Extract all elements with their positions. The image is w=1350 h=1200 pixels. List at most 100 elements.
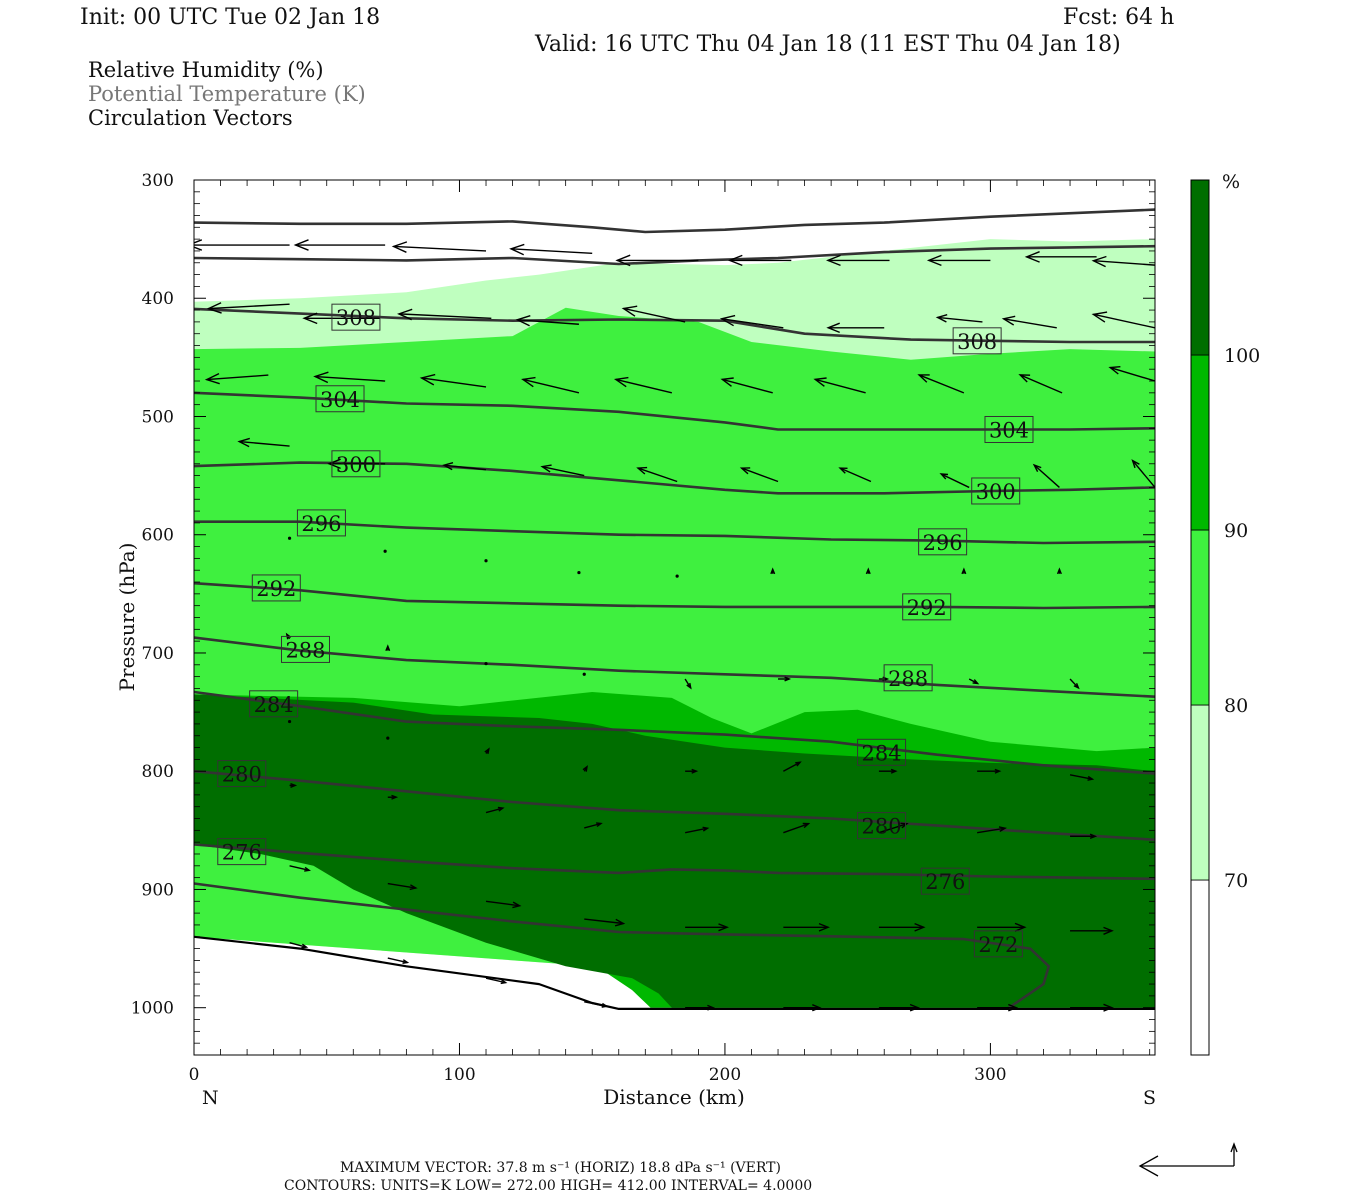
vector-arrowhead <box>402 959 410 964</box>
rh-fills <box>194 239 1155 1055</box>
vector-arrowhead <box>686 682 692 690</box>
vector-arrow <box>387 957 408 964</box>
contour-label-288: 288 <box>883 664 933 692</box>
y-axis-ticks: 300 400 500 600 700 800 900 1000 <box>131 171 1155 1019</box>
vector-arrow <box>577 570 581 575</box>
contour-label-text: 276 <box>925 870 965 894</box>
vector-arrow <box>940 473 970 489</box>
vector-arrowhead <box>802 822 811 829</box>
x-axis-label: Distance (km) <box>603 1085 745 1109</box>
vector-arrow <box>722 378 773 394</box>
vector-arrow <box>1069 774 1093 780</box>
contour-label-box <box>331 303 381 331</box>
vector-arrow <box>615 378 673 394</box>
vector-arrowhead <box>795 761 802 767</box>
contour-label-text: 288 <box>888 667 928 691</box>
contour-label-296: 296 <box>918 528 968 556</box>
vector-arrow <box>484 559 488 563</box>
vector-arrowhead <box>497 806 505 812</box>
y-tick-label: 1000 <box>131 999 174 1019</box>
vector-arrowhead <box>614 918 626 927</box>
contour-label-276: 276 <box>920 867 970 895</box>
vector-arrowhead <box>739 467 751 475</box>
theta-title: Potential Temperature (K) <box>88 82 366 106</box>
contour-label-300: 300 <box>331 450 381 478</box>
vector-arrowhead <box>1103 926 1114 935</box>
vector-arrowhead <box>826 254 841 267</box>
colorbar-swatch <box>1190 879 1210 1056</box>
vector-arrowhead <box>515 315 531 327</box>
vector-arrowhead <box>540 464 552 473</box>
vector-arrowhead <box>484 747 490 755</box>
contour-label-box <box>984 415 1034 443</box>
contour-label-284: 284 <box>249 690 299 718</box>
contour-label-box <box>920 867 970 895</box>
vector-arrowhead <box>601 1002 609 1008</box>
vector-arrowhead <box>935 314 948 323</box>
vector-arrowhead <box>613 376 629 388</box>
contour-label-box <box>217 760 267 788</box>
vector-arrowhead <box>718 923 730 932</box>
y-tick-label: 400 <box>142 289 174 309</box>
init-time-text: Init: 00 UTC Tue 02 Jan 18 <box>80 5 380 30</box>
colorbar-label: 70 <box>1224 870 1248 892</box>
vector-arrow <box>684 827 708 834</box>
vector-arrow <box>421 377 487 388</box>
x-tick-label: 200 <box>709 1065 741 1085</box>
vector-arrow <box>783 761 801 772</box>
colorbar-label: 80 <box>1224 695 1248 717</box>
vector-arrow <box>289 865 310 871</box>
contour-label-text: 296 <box>923 531 963 555</box>
terrain-mask <box>194 936 1155 1055</box>
isentrope-304 <box>194 391 1155 431</box>
contour-label-text: 304 <box>989 418 1029 442</box>
vector-arrowhead <box>1001 315 1016 326</box>
vector-arrow <box>839 467 872 483</box>
contour-label-296: 296 <box>296 509 346 537</box>
vector-arrowhead <box>1018 374 1031 383</box>
isentrope-272 <box>194 882 1051 1009</box>
vector-arrowhead <box>1091 311 1108 323</box>
x-tick-label: 0 <box>189 1065 200 1085</box>
vector-arrow <box>721 318 784 329</box>
vector-arrowhead <box>691 768 699 774</box>
vector-arrowhead <box>301 943 309 949</box>
vector-arrow <box>977 827 1006 834</box>
minor-ticks <box>194 180 1155 1055</box>
contour-label-box <box>857 812 907 840</box>
vector-arrowhead <box>419 373 436 386</box>
vector-arrowhead <box>826 322 840 334</box>
x-axis-ticks: 0 100 200 300 <box>189 180 1007 1085</box>
vector-arrow <box>398 313 492 320</box>
vector-arrowhead <box>302 312 318 325</box>
vector-arrowhead <box>961 567 967 575</box>
vector-arrowhead <box>1014 922 1027 932</box>
vector-arrowhead <box>812 1004 822 1012</box>
vector-arrowhead <box>206 302 222 314</box>
contour-label-292: 292 <box>902 593 952 621</box>
circulation-vectors <box>194 239 1155 1012</box>
contour-label-box <box>280 635 330 663</box>
vector-arrow <box>315 375 386 382</box>
contour-label-box <box>857 738 907 766</box>
contour-label-text: 284 <box>254 693 294 717</box>
vector-arrow <box>878 823 908 834</box>
plot-area: 308 308 304 304 300 300 296 296 292 292 288 288 284 2… <box>131 171 1156 1085</box>
vector-arrowhead <box>582 765 588 772</box>
isentrope-296 <box>194 520 1155 545</box>
vector-arrowhead <box>719 314 736 327</box>
contour-label-text: 276 <box>222 841 262 865</box>
vector-arrow <box>485 807 503 814</box>
vector-arrowhead <box>1073 683 1080 690</box>
contour-label-box <box>971 477 1021 505</box>
vector-arrowhead <box>1024 251 1040 263</box>
vector-arrowhead <box>596 822 603 828</box>
vector-arrow <box>815 378 866 394</box>
colorbar-swatch <box>1190 704 1210 881</box>
vector-arrowhead <box>621 305 638 317</box>
contour-label-text: 292 <box>256 577 296 601</box>
contour-label-304: 304 <box>984 415 1034 443</box>
vector-arrow <box>623 307 686 323</box>
isentrope-284 <box>194 690 1155 775</box>
contour-label-box <box>249 690 299 718</box>
